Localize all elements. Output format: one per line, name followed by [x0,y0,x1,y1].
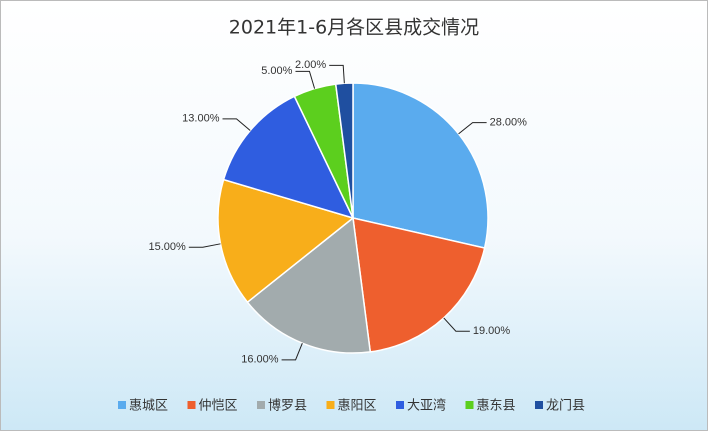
pie-slice [217,178,355,304]
legend-label: 博罗县 [268,399,307,414]
pie-slice [246,216,372,354]
pie-slice [222,95,355,220]
data-label: 19.00% [473,325,511,337]
legend-swatch [257,401,265,409]
legend-label: 仲恺区 [199,399,238,414]
leader-line [443,317,470,332]
legend-label: 惠阳区 [338,399,377,414]
leader-line [295,70,316,89]
chart-title: 2021年1-6月各区县成交情况 [229,17,479,39]
legend-swatch [396,401,404,409]
legend-swatch [118,401,126,409]
legend-swatch [187,401,196,409]
legend-label: 惠城区 [129,399,168,414]
leader-line [329,64,345,84]
leader-line [458,122,487,135]
data-label: 15.00% [149,241,187,253]
legend-label: 龙门县 [546,399,585,414]
legend-label: 惠东县 [477,399,516,414]
pie-slice [352,217,486,353]
leader-line [222,118,251,131]
data-label: 28.00% [490,117,528,129]
leader-line [188,243,221,248]
data-label: 16.00% [241,354,279,366]
leader-line [281,342,303,361]
legend-swatch [465,401,474,409]
legend-swatch [326,401,335,409]
legend-swatch [535,401,543,409]
data-label: 13.00% [182,113,220,125]
data-label: 5.00% [261,65,292,77]
legend-label: 大亚湾 [407,398,446,414]
pie-slice [352,82,489,249]
data-label: 2.00% [295,59,326,71]
